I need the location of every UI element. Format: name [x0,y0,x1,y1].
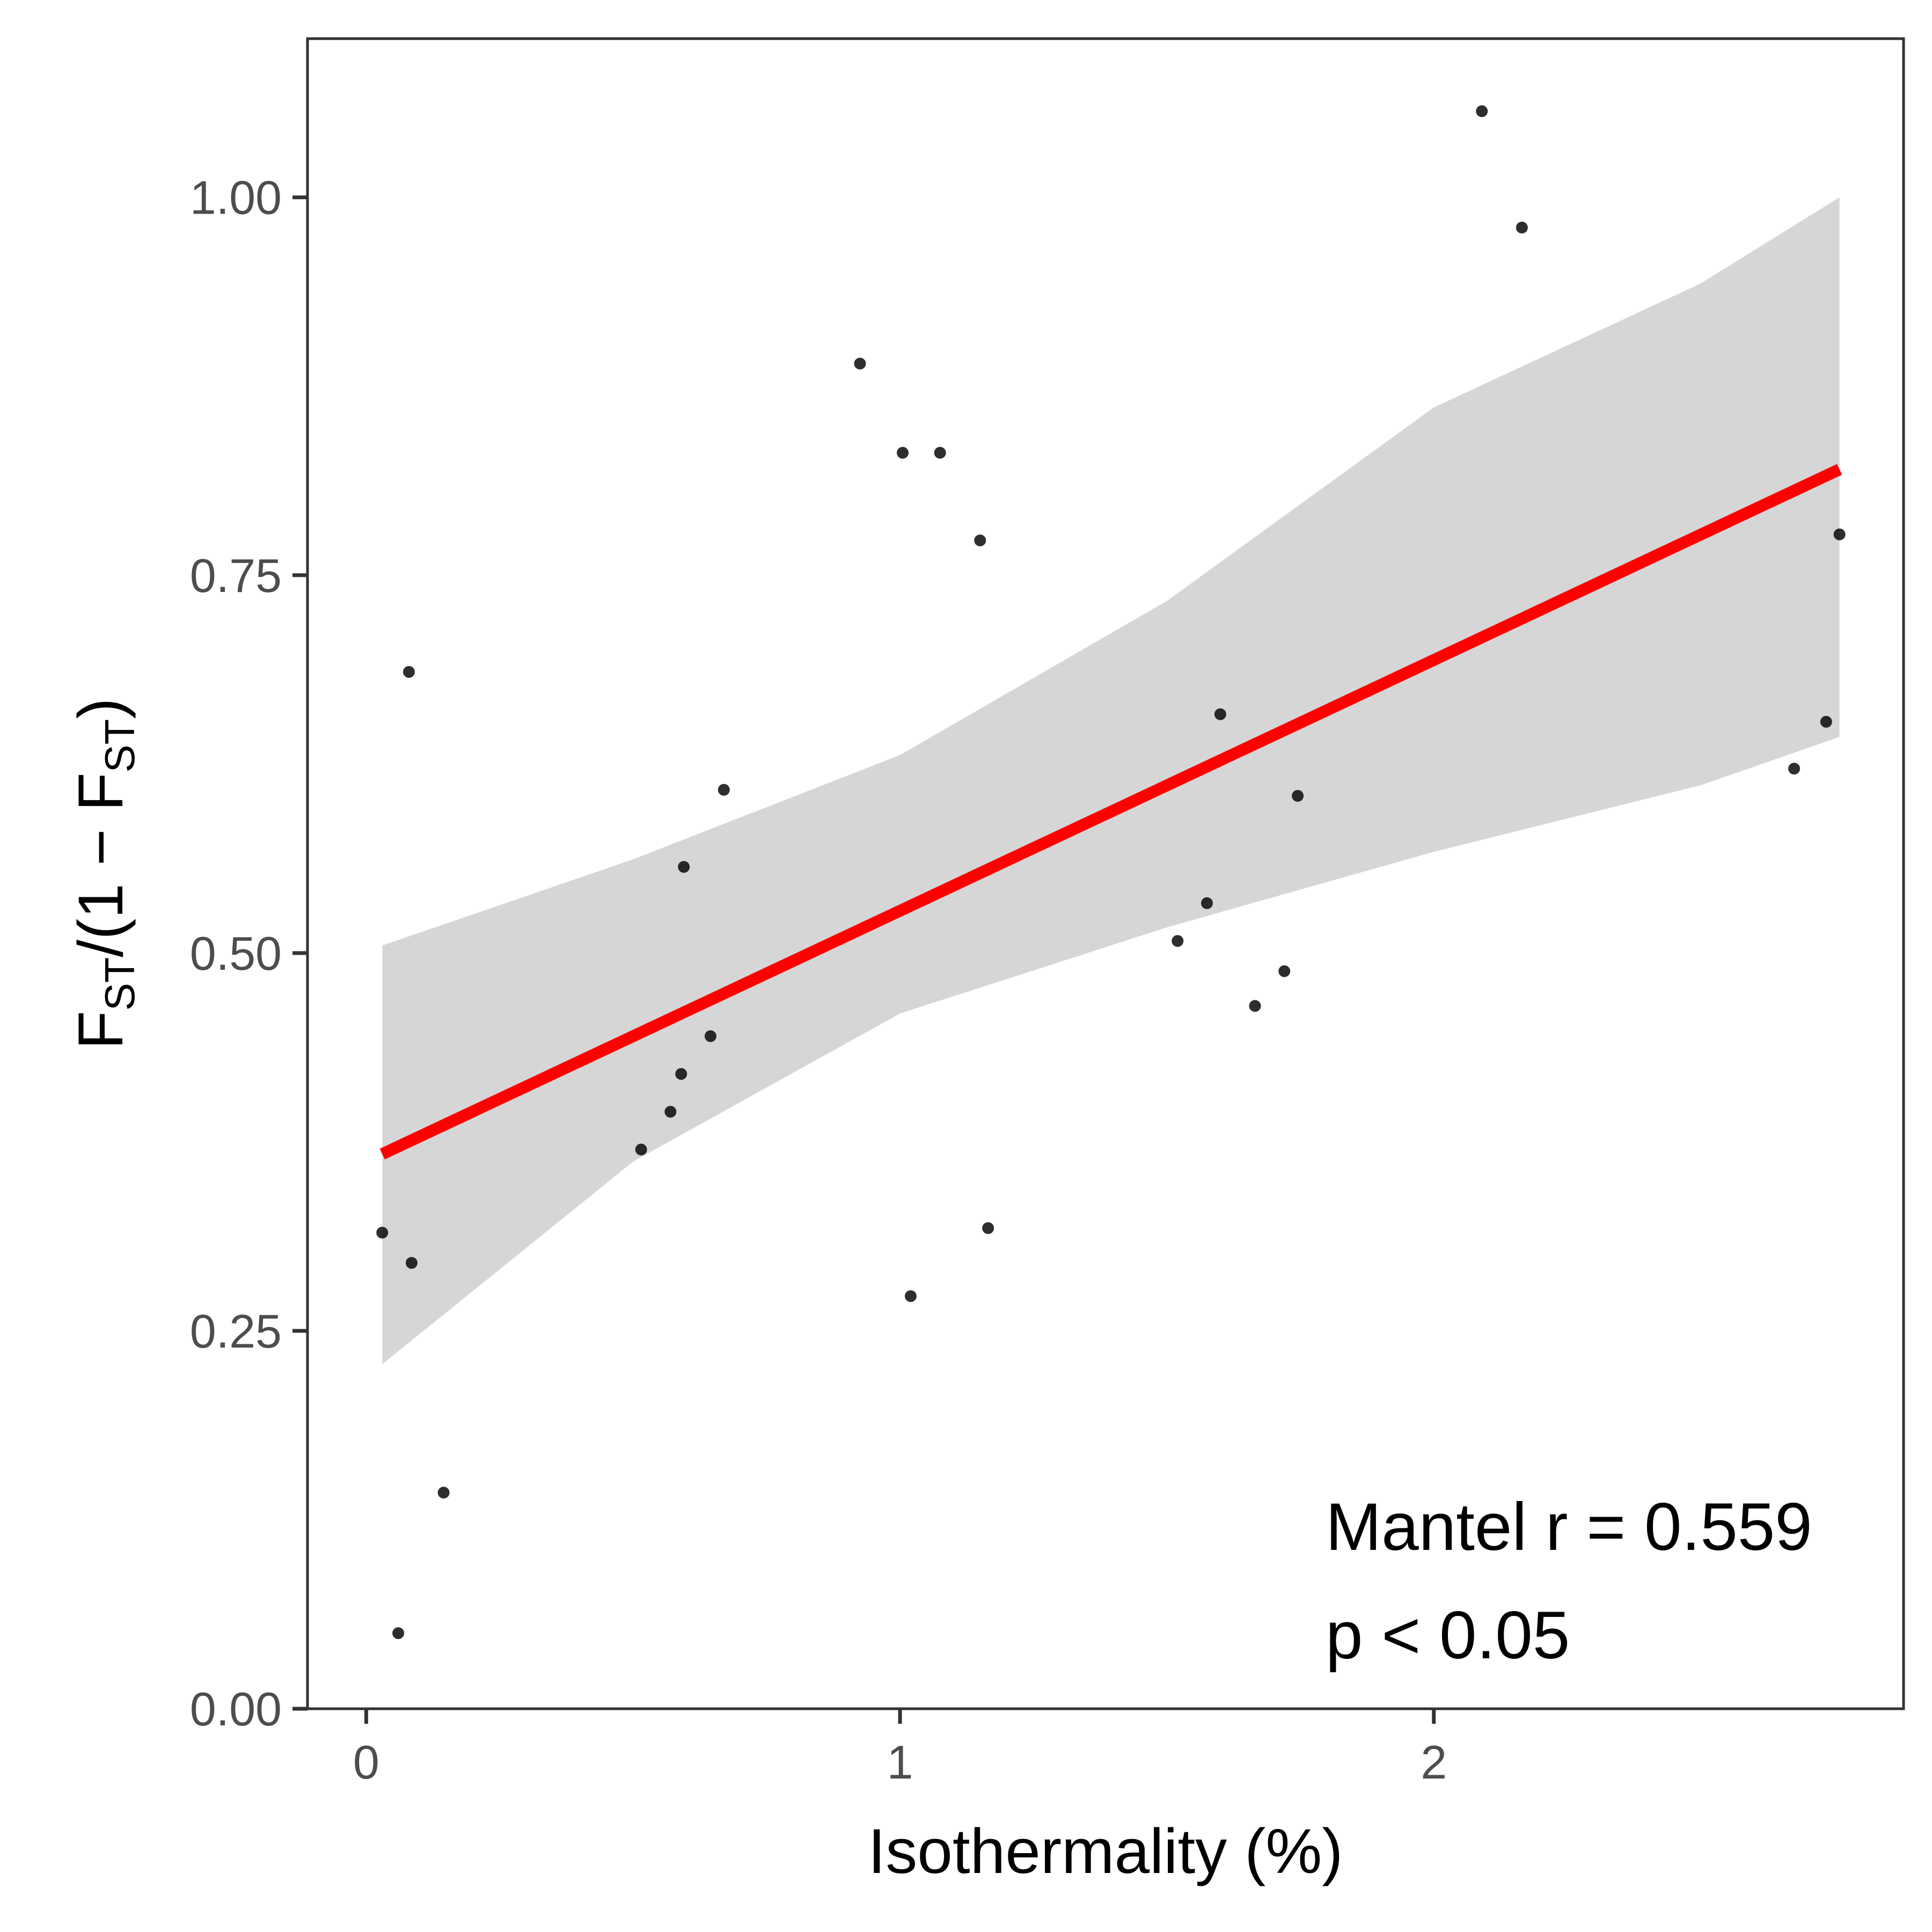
fit-line-layer [379,464,1842,1160]
data-point [664,1106,677,1118]
data-point [1278,965,1291,977]
y-tick-label: 1.00 [190,171,282,224]
data-point [1249,1000,1261,1012]
confidence-band-layer [382,197,1840,1364]
x-tick-label: 0 [353,1736,379,1789]
data-point [1833,528,1846,540]
y-tick-label: 0.75 [190,549,282,602]
data-point [376,1226,389,1239]
data-point [1820,715,1832,728]
data-point [1214,708,1226,720]
data-point [405,1257,418,1269]
data-point [635,1143,647,1155]
y-axis-title-sub1: ST [96,957,143,1011]
y-axis-title-end: ) [65,698,136,719]
y-axis-title-sub2: ST [96,719,143,773]
regression-line [379,464,1842,1160]
data-point [897,447,909,459]
data-point [1172,935,1184,947]
y-axis-title-f1: F [65,1011,136,1049]
data-points-layer [376,105,1846,1640]
data-point [678,861,690,873]
data-point [392,1627,405,1640]
y-tick-label: 0.25 [190,1305,282,1358]
x-tick-label: 1 [887,1736,913,1789]
data-point [1292,789,1304,802]
axes-layer: 0.00 0.25 0.50 0.75 1.00 0 1 2 [190,171,1447,1789]
data-point [718,784,730,796]
data-point [437,1487,450,1499]
p-value-annotation: p < 0.05 [1326,1598,1570,1673]
data-point [675,1068,687,1080]
data-point [904,1290,917,1302]
data-point [854,357,866,370]
y-axis-title-mid: /(1 − F [65,772,136,957]
y-tick-label: 0.50 [190,927,282,980]
y-axis-title: FST/(1 − FST) [65,698,143,1050]
x-tick-label: 2 [1421,1736,1447,1789]
x-axis-title: Isothermality (%) [868,1816,1343,1887]
data-point [982,1222,994,1234]
confidence-band [382,197,1840,1364]
data-point [974,535,986,547]
y-tick-label: 0.00 [190,1682,282,1736]
data-point [1516,222,1528,234]
data-point [934,447,946,459]
mantel-r-annotation: Mantel r = 0.559 [1326,1490,1812,1564]
data-point [402,666,415,678]
data-point [1201,897,1213,909]
data-point [1476,105,1488,118]
data-point [704,1030,716,1042]
panel-border [306,37,1905,1710]
data-point [1788,763,1801,775]
